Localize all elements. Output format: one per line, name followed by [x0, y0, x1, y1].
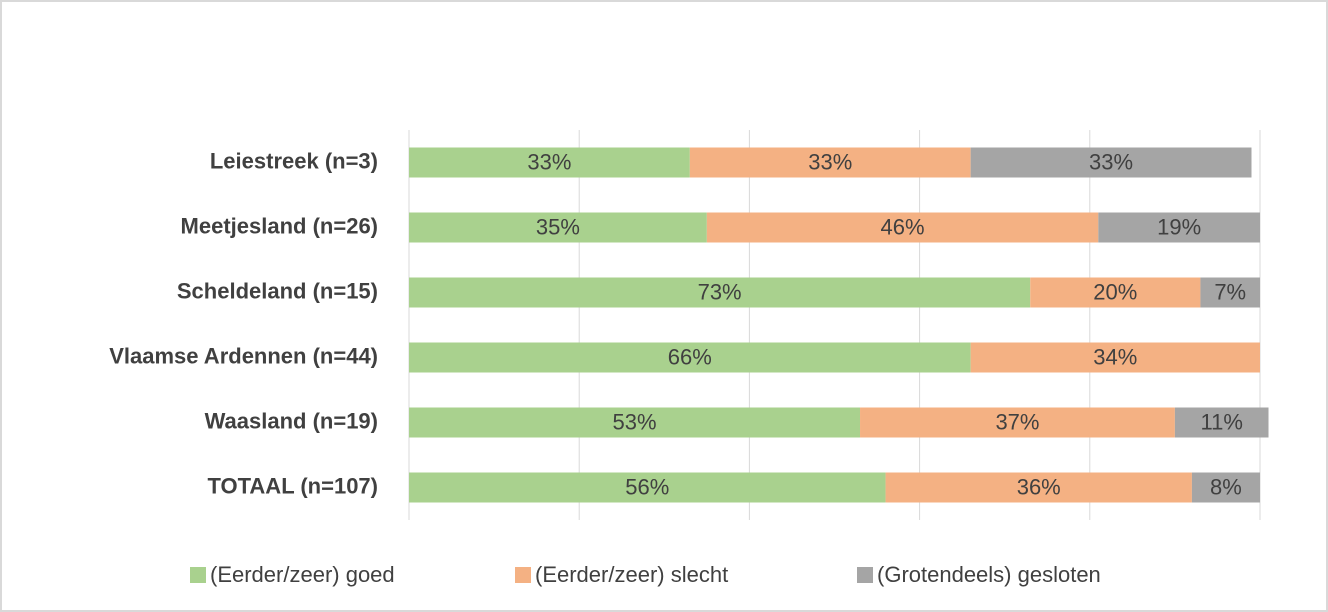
y-tick-label: Leiestreek (n=3)	[210, 148, 378, 173]
legend-label: (Grotendeels) gesloten	[877, 562, 1101, 587]
bar-segment	[885, 472, 1192, 503]
data-label: 56%	[625, 474, 669, 499]
y-tick-label: TOTAAL (n=107)	[207, 473, 378, 498]
bar-segment	[689, 147, 971, 178]
bar-segment	[706, 212, 1099, 243]
data-label: 46%	[881, 214, 925, 239]
data-label: 73%	[698, 279, 742, 304]
y-tick-label: Waasland (n=19)	[205, 408, 378, 433]
data-label: 19%	[1157, 214, 1201, 239]
data-label: 53%	[612, 409, 656, 434]
y-tick-label: Meetjesland (n=26)	[181, 213, 378, 238]
y-tick-label: Vlaamse Ardennen (n=44)	[109, 343, 378, 368]
legend-label: (Eerder/zeer) slecht	[535, 562, 728, 587]
bar-segment	[860, 407, 1175, 438]
data-label: 37%	[995, 409, 1039, 434]
bar-segment	[409, 212, 707, 243]
y-tick-label: Scheldeland (n=15)	[177, 278, 378, 303]
bar-segment	[970, 342, 1260, 373]
legend-label: (Eerder/zeer) goed	[210, 562, 395, 587]
data-label: 7%	[1214, 279, 1246, 304]
bar-segment	[970, 147, 1252, 178]
bar-segment	[1200, 277, 1260, 308]
data-label: 33%	[527, 149, 571, 174]
data-label: 66%	[668, 344, 712, 369]
bar-segment	[1098, 212, 1260, 243]
data-label: 33%	[808, 149, 852, 174]
bar-segment	[409, 342, 971, 373]
bar-segment	[409, 277, 1031, 308]
data-label: 20%	[1093, 279, 1137, 304]
data-label: 33%	[1089, 149, 1133, 174]
data-label: 35%	[536, 214, 580, 239]
bar-segment	[409, 147, 690, 178]
legend-swatch	[190, 567, 206, 583]
bar-segment	[1174, 407, 1269, 438]
data-label: 36%	[1017, 474, 1061, 499]
data-label: 11%	[1201, 409, 1243, 434]
data-label: 8%	[1210, 474, 1242, 499]
legend-swatch	[515, 567, 531, 583]
bar-segment	[1030, 277, 1201, 308]
bar-segment	[409, 407, 861, 438]
data-label: 34%	[1093, 344, 1137, 369]
bar-segment	[409, 472, 886, 503]
legend-swatch	[857, 567, 873, 583]
bar-segment	[1191, 472, 1260, 503]
